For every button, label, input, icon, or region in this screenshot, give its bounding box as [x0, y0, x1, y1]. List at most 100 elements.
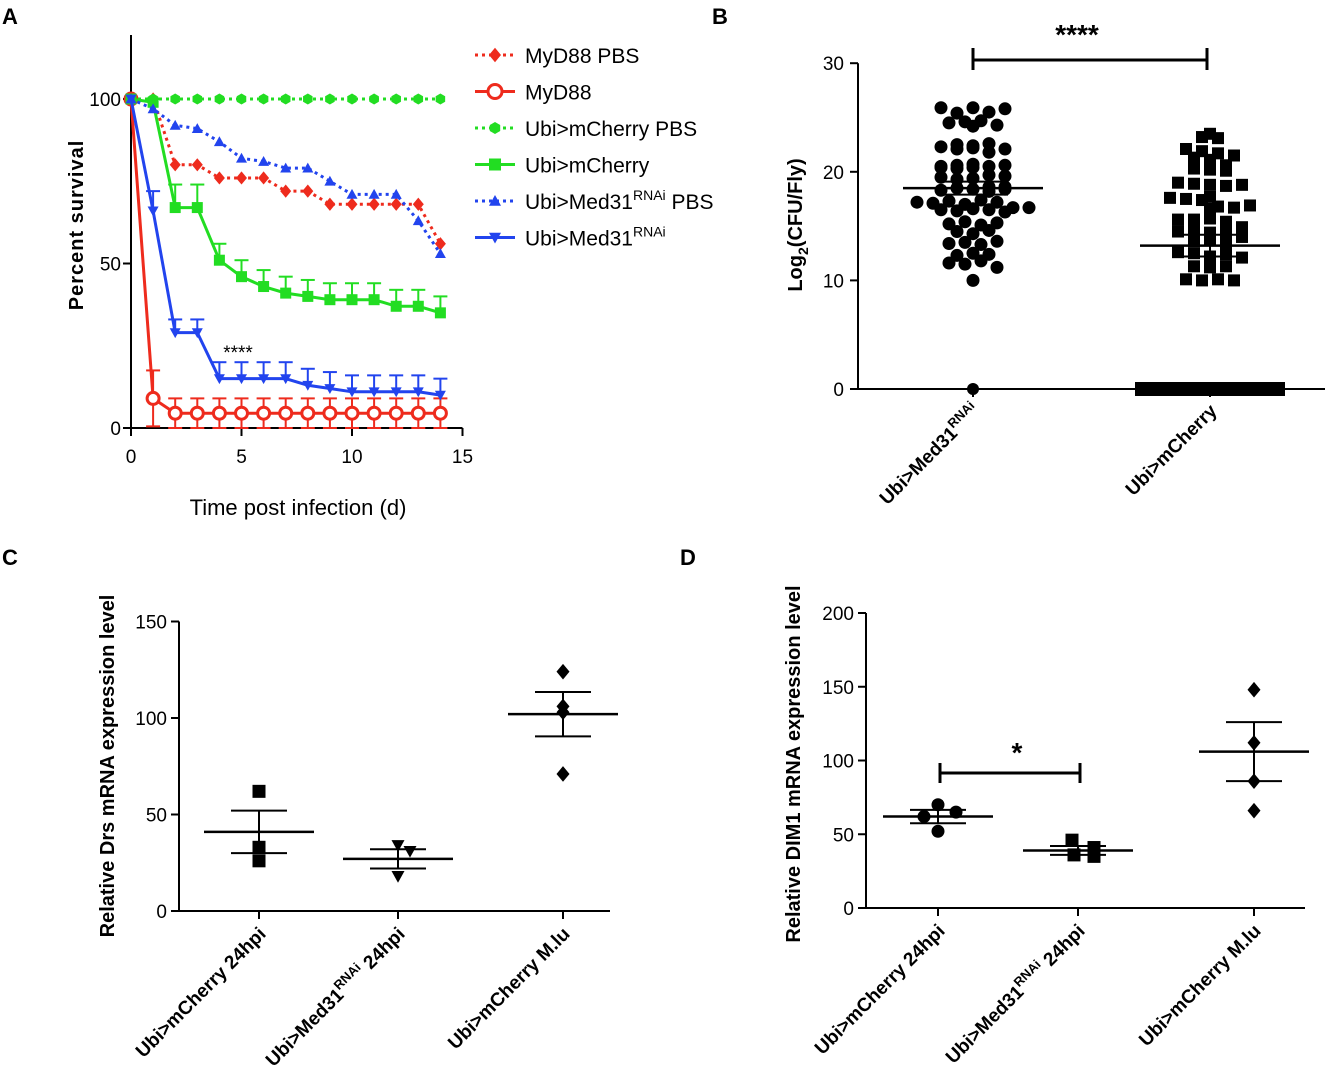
data-point	[1247, 681, 1261, 698]
data-point	[556, 663, 570, 680]
panel-label-c: C	[2, 545, 18, 570]
point-mcherry	[213, 254, 225, 266]
point-mcherry_pbs	[236, 93, 247, 105]
data-point	[1204, 127, 1216, 140]
data-point	[966, 273, 980, 287]
y-axis-label: Relative Drs mRNA expression level	[97, 595, 119, 938]
point-med31	[213, 374, 225, 385]
y-tick-label: 50	[100, 255, 121, 276]
point-myd88_pbs	[302, 184, 314, 198]
x-axis-label: Time post infection (d)	[190, 495, 407, 520]
data-point	[1244, 199, 1256, 212]
data-points-zero-cluster	[1135, 382, 1285, 396]
y-tick-label: 150	[822, 678, 854, 699]
x-tick-label: 0	[126, 447, 137, 468]
point-myd88_pbs	[346, 197, 358, 211]
point-mcherry	[169, 202, 181, 214]
data-point	[1204, 163, 1216, 176]
point-med31	[280, 374, 292, 385]
data-point	[982, 137, 996, 151]
legend-label-mcherry: Ubi>mCherry	[525, 155, 650, 178]
point-myd88_pbs	[191, 158, 203, 172]
point-mcherry	[324, 294, 336, 306]
panel-label-a: A	[2, 4, 18, 29]
data-point	[942, 236, 956, 250]
point-myd88	[322, 405, 338, 421]
data-point	[1247, 802, 1261, 819]
legend-marker-med31	[489, 232, 501, 244]
point-med31	[412, 387, 424, 398]
data-point	[1228, 149, 1240, 162]
series-line-myd88_pbs	[131, 97, 442, 245]
data-point	[982, 247, 996, 261]
point-med31_pbs	[191, 123, 203, 134]
point-med31	[258, 374, 270, 385]
point-mcherry_pbs	[258, 93, 269, 105]
point-mcherry_pbs	[170, 93, 180, 105]
y-tick-label: 20	[823, 163, 844, 184]
category-label: Ubi>Med31RNAi 24hpi	[259, 921, 409, 1071]
point-med31_pbs	[169, 119, 181, 130]
category-label: Ubi>mCherry 24hpi	[132, 924, 270, 1062]
point-mcherry	[412, 300, 424, 312]
point-med31	[346, 387, 358, 398]
data-point	[1236, 251, 1248, 264]
data-point	[934, 159, 948, 173]
survival-chart: 0 50 100 0 5 10 15 Time post infection (d) Perce…	[66, 35, 714, 520]
point-med31	[390, 387, 402, 398]
data-point	[942, 194, 956, 208]
data-point	[1065, 833, 1079, 847]
point-med31	[125, 94, 137, 105]
data-point	[1172, 213, 1184, 226]
point-med31_pbs	[213, 136, 225, 147]
data-point	[1180, 273, 1192, 286]
data-point	[1236, 221, 1248, 234]
data-point	[1220, 179, 1232, 192]
point-myd88	[366, 405, 382, 421]
point-myd88	[211, 405, 227, 421]
data-point	[403, 845, 417, 858]
point-myd88	[145, 390, 161, 406]
data-point	[1236, 178, 1248, 191]
data-point	[966, 157, 980, 171]
point-med31_pbs	[368, 188, 380, 199]
point-med31	[147, 206, 159, 217]
point-myd88_pbs	[169, 158, 181, 172]
point-myd88_pbs	[258, 171, 270, 185]
legend-label-myd88: MyD88	[525, 82, 592, 105]
data-point	[1022, 201, 1036, 215]
point-mcherry_pbs	[325, 93, 335, 105]
data-point	[1087, 849, 1101, 863]
point-med31	[434, 390, 446, 401]
data-point	[391, 840, 405, 852]
panel-label-b: B	[712, 4, 728, 29]
point-myd88	[432, 405, 448, 421]
point-mcherry_pbs	[435, 93, 446, 105]
point-myd88_pbs	[412, 197, 424, 211]
point-mcherry	[258, 281, 270, 293]
category-label: Ubi>mCherry	[1122, 400, 1222, 500]
data-point	[998, 169, 1012, 183]
data-point	[1188, 224, 1200, 237]
data-point	[1180, 192, 1192, 205]
significance-stars: ****	[1055, 19, 1099, 50]
data-point	[934, 101, 948, 115]
point-med31_pbs	[346, 188, 358, 199]
drs-expression-chart: 0 50 100 150 Relative Drs mRNA expression le…	[97, 595, 618, 1071]
point-mcherry_pbs	[192, 93, 203, 105]
data-point	[990, 216, 1004, 230]
point-myd88	[410, 405, 426, 421]
y-tick-label: 0	[833, 380, 844, 401]
point-med31	[302, 380, 314, 391]
data-point	[958, 115, 972, 129]
point-mcherry	[346, 294, 358, 306]
point-mcherry	[191, 202, 203, 214]
data-point	[966, 246, 980, 260]
data-point	[990, 260, 1004, 274]
point-mcherry_pbs	[413, 93, 424, 105]
data-point	[1180, 142, 1192, 155]
point-mcherry	[280, 287, 292, 299]
point-myd88	[388, 405, 404, 421]
cfu-chart: 0 10 20 30 Log2(CFU/Fly) Ubi>Med31RNAi Ubi>mCh…	[785, 19, 1325, 509]
point-med31_pbs	[280, 162, 292, 173]
